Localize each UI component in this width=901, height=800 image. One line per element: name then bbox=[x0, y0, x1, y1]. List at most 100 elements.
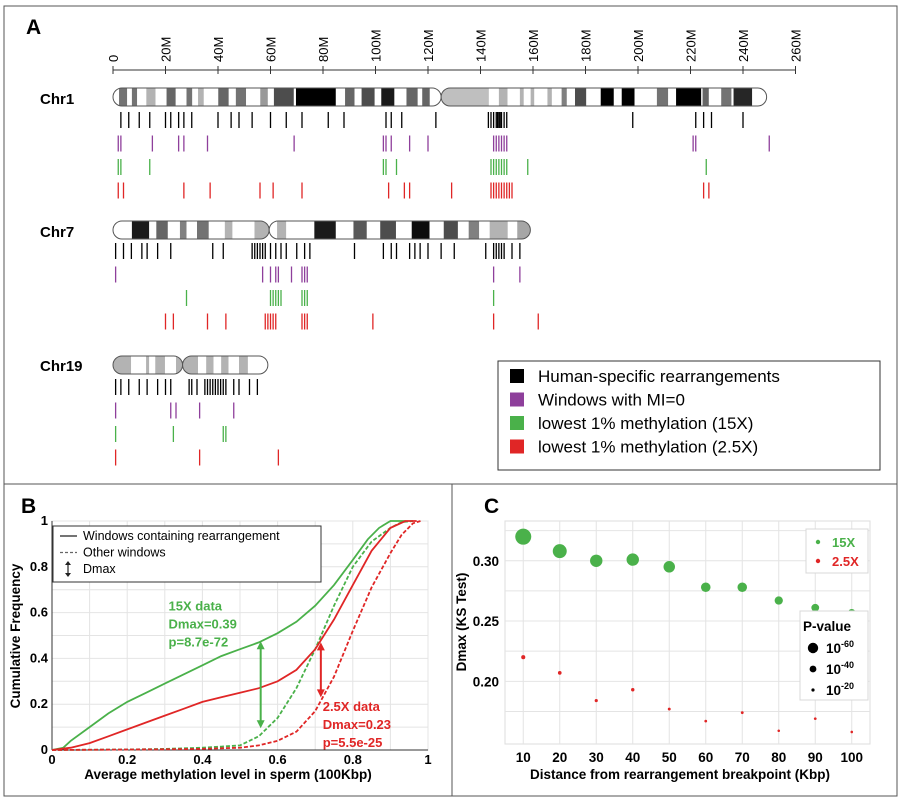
size-legend-title: P-value bbox=[803, 619, 852, 634]
series-line-dashed bbox=[51, 520, 414, 751]
data-point-15x bbox=[626, 553, 639, 566]
x-tick-label: 1 bbox=[424, 752, 431, 767]
legend-items: Human-specific rearrangements Windows wit… bbox=[510, 367, 780, 457]
data-point-25x bbox=[740, 711, 744, 715]
data-point-25x bbox=[594, 699, 598, 703]
chromosome-band bbox=[149, 221, 157, 239]
chromosome-band bbox=[517, 221, 531, 239]
chromosome-band bbox=[167, 221, 180, 239]
x-tick-label: 40 bbox=[625, 750, 640, 765]
chromosome-band bbox=[335, 88, 346, 106]
chromosome-band bbox=[228, 356, 239, 374]
chromosome-band bbox=[519, 88, 524, 106]
chromosome-band bbox=[146, 88, 156, 106]
panel-label-b: B bbox=[21, 495, 36, 518]
x-tick-label: 90 bbox=[808, 750, 823, 765]
axis-tick-label: 0 bbox=[106, 55, 121, 62]
legend-frame bbox=[805, 528, 869, 574]
x-tick-label: 80 bbox=[771, 750, 786, 765]
panel-a-ideogram: 0 20M 40M 60M 80M 100M 120M 140M 160M 180M 200M 220… bbox=[40, 29, 881, 471]
x-tick-label: 60 bbox=[698, 750, 713, 765]
chromosome-band bbox=[752, 88, 767, 106]
chromosome-band bbox=[566, 88, 575, 106]
chromosome-band bbox=[345, 88, 355, 106]
axis-tick-label: 100M bbox=[369, 29, 384, 62]
panel-b-cdf-chart: 0 0.2 0.4 0.6 0.8 1 0 0.2 0.4 0.6 0.8 1 15X data Dma… bbox=[8, 513, 432, 782]
size-legend-exponent: -40 bbox=[841, 660, 854, 670]
legend-label: lowest 1% methylation (15X) bbox=[538, 414, 753, 433]
chromosome-band bbox=[676, 88, 702, 106]
x-tick-label: 0.8 bbox=[344, 752, 362, 767]
chromosome-band bbox=[179, 221, 187, 239]
chromosome-band bbox=[156, 221, 168, 239]
data-point-25x bbox=[813, 717, 817, 721]
chromosome-band bbox=[208, 221, 225, 239]
legend-swatch bbox=[510, 439, 524, 454]
chromosome-band bbox=[182, 356, 199, 374]
panel-b-ylabel: Cumulative Frequency bbox=[8, 563, 23, 708]
chromosome-arm bbox=[113, 356, 183, 374]
x-tick-label: 30 bbox=[589, 750, 604, 765]
y-tick-label: 0.30 bbox=[473, 554, 499, 569]
legend-swatch bbox=[510, 369, 524, 383]
chromosome-band bbox=[127, 88, 132, 106]
panel-c-ticks: 10 20 30 40 50 60 70 80 90 100 0.20 0.25 0.30 bbox=[473, 554, 863, 765]
chromosome-band bbox=[314, 221, 336, 239]
chromosome-band bbox=[600, 88, 614, 106]
legend-dot bbox=[815, 539, 821, 545]
chromosome-chr19: Chr19 bbox=[40, 355, 280, 466]
legend-label: Windows with MI=0 bbox=[538, 391, 685, 410]
y-tick-label: 0.2 bbox=[30, 696, 48, 711]
size-legend-label: 10-40 bbox=[826, 660, 854, 677]
data-point-25x bbox=[631, 688, 635, 692]
chromosome-band bbox=[361, 88, 375, 106]
chromosome-band bbox=[394, 88, 407, 106]
series-line-solid bbox=[51, 520, 406, 751]
chromosome-band bbox=[406, 88, 418, 106]
panel-c-legend: 15X 2.5X bbox=[805, 528, 869, 574]
data-point-25x bbox=[704, 719, 708, 723]
legend-label: lowest 1% methylation (2.5X) bbox=[538, 438, 758, 457]
dmax-arrow-head bbox=[256, 720, 265, 729]
annotation-line: 2.5X data bbox=[323, 699, 381, 714]
x-tick-label: 10 bbox=[516, 750, 531, 765]
chromosome-band bbox=[119, 88, 128, 106]
data-point-25x bbox=[557, 671, 562, 675]
x-tick-label: 0 bbox=[48, 752, 55, 767]
y-tick-label: 0.6 bbox=[30, 605, 48, 620]
chromosome-band bbox=[613, 88, 622, 106]
y-tick-label: 0.8 bbox=[30, 559, 48, 574]
panel-c-ylabel: Dmax (KS Test) bbox=[454, 573, 469, 672]
chromosome-band bbox=[293, 88, 296, 106]
legend-dot bbox=[815, 558, 821, 564]
data-point-15x bbox=[774, 596, 783, 605]
chromosome-band bbox=[443, 221, 458, 239]
annotation-line: 15X data bbox=[169, 598, 223, 613]
size-legend-exponent: -20 bbox=[841, 681, 854, 691]
chromosome-band bbox=[523, 88, 531, 106]
x-tick-label: 0.6 bbox=[269, 752, 287, 767]
axis-tick-label: 160M bbox=[526, 29, 541, 62]
chromosome-band bbox=[286, 221, 315, 239]
chromosome-band bbox=[235, 88, 247, 106]
y-tick-label: 0.25 bbox=[473, 614, 500, 629]
chromosome-band bbox=[213, 356, 222, 374]
chromosome-band bbox=[498, 88, 508, 106]
size-legend-label: 10-20 bbox=[826, 681, 854, 698]
chromosome-band bbox=[146, 356, 150, 374]
chromosome-band bbox=[411, 221, 430, 239]
chromosome-band bbox=[354, 88, 362, 106]
chromosome-band bbox=[198, 356, 207, 374]
data-point-15x bbox=[515, 528, 532, 545]
y-tick-label: 0.4 bbox=[30, 650, 49, 665]
series-line-solid bbox=[51, 520, 417, 751]
axis-tick-label: 40M bbox=[211, 37, 226, 62]
chromosome-band bbox=[186, 221, 197, 239]
legend-arrow-head bbox=[65, 573, 71, 577]
chromosome-band bbox=[366, 221, 381, 239]
chromosome-band bbox=[260, 88, 268, 106]
chromosome-band bbox=[232, 221, 255, 239]
legend-label: Dmax bbox=[83, 562, 116, 576]
